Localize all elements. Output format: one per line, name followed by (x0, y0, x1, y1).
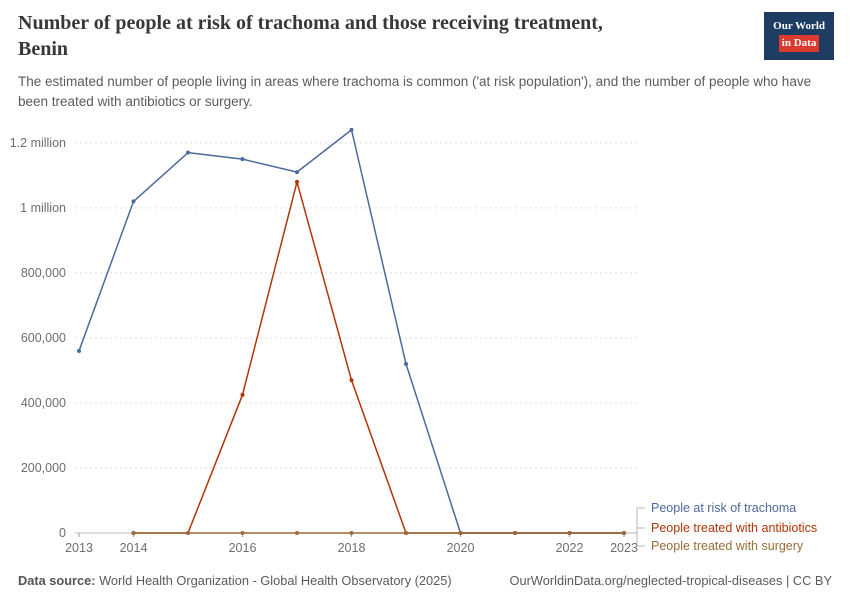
x-axis-tick-label: 2016 (229, 541, 257, 555)
data-point (622, 531, 626, 535)
data-point (458, 531, 463, 535)
data-point (567, 531, 572, 535)
chart-title-line2: Benin (18, 38, 69, 61)
data-point (513, 531, 517, 535)
legend-connector (627, 532, 645, 547)
legend-item[interactable]: People treated with surgery (651, 539, 804, 553)
data-point (349, 531, 354, 535)
data-point (240, 392, 245, 397)
chart-title: Number of people at risk of trachoma and… (18, 10, 758, 63)
data-point (186, 150, 190, 155)
data-point (240, 531, 245, 535)
series-line (78, 129, 624, 534)
data-point (295, 170, 299, 175)
data-point (513, 531, 517, 535)
owid-logo-line2: in Data (778, 34, 820, 52)
data-point (295, 531, 299, 535)
y-axis-tick-label: 1 million (20, 201, 66, 215)
data-point (186, 531, 190, 535)
legend-connector (627, 507, 645, 534)
x-axis-tick-label: 2023 (610, 541, 638, 555)
data-point (567, 531, 572, 535)
chart-footer: Data source: World Health Organization -… (0, 560, 850, 600)
owid-logo: Our World in Data (764, 12, 834, 60)
data-source-text: World Health Organization - Global Healt… (95, 572, 452, 588)
chart-subtitle: The estimated number of people living in… (18, 74, 812, 109)
y-axis-tick-label: 1.2 million (10, 136, 66, 150)
data-point (513, 531, 517, 535)
data-point (404, 361, 408, 366)
legend-item[interactable]: People at risk of trachoma (651, 501, 797, 515)
x-axis-tick-label: 2020 (447, 541, 475, 555)
series-line (133, 181, 624, 534)
data-point (622, 531, 626, 535)
footer-link[interactable]: OurWorldinData.org/neglected-tropical-di… (509, 572, 832, 588)
chart-title-line1: Number of people at risk of trachoma and… (18, 12, 603, 34)
y-axis-tick-label: 0 (59, 526, 66, 540)
data-point (458, 531, 463, 535)
data-point (349, 127, 354, 132)
data-point (458, 531, 463, 535)
data-point (567, 531, 572, 535)
data-point (295, 179, 299, 184)
owid-logo-line1: Our World (773, 20, 825, 32)
legend-item[interactable]: People treated with antibiotics (651, 521, 818, 535)
legend-connector (627, 527, 645, 534)
x-axis-tick-label: 2014 (120, 541, 148, 555)
data-point (77, 348, 81, 353)
data-point (622, 531, 626, 535)
data-point (404, 531, 408, 535)
data-point (349, 378, 354, 383)
y-axis-tick-label: 600,000 (21, 331, 66, 345)
x-axis-tick-label: 2013 (65, 541, 93, 555)
data-point (131, 531, 136, 535)
data-point (186, 531, 190, 535)
x-axis-tick-label: 2018 (338, 541, 366, 555)
y-axis-tick-label: 800,000 (21, 266, 66, 280)
y-axis-tick-label: 400,000 (21, 396, 66, 410)
y-axis-tick-label: 200,000 (21, 461, 66, 475)
data-point (131, 531, 136, 535)
data-source-note: Data source: World Health Organization -… (18, 573, 452, 588)
data-source-label: Data source: (18, 572, 96, 588)
data-point (404, 531, 408, 535)
data-point (131, 199, 136, 204)
x-axis-tick-label: 2022 (556, 541, 584, 555)
data-point (240, 157, 245, 162)
